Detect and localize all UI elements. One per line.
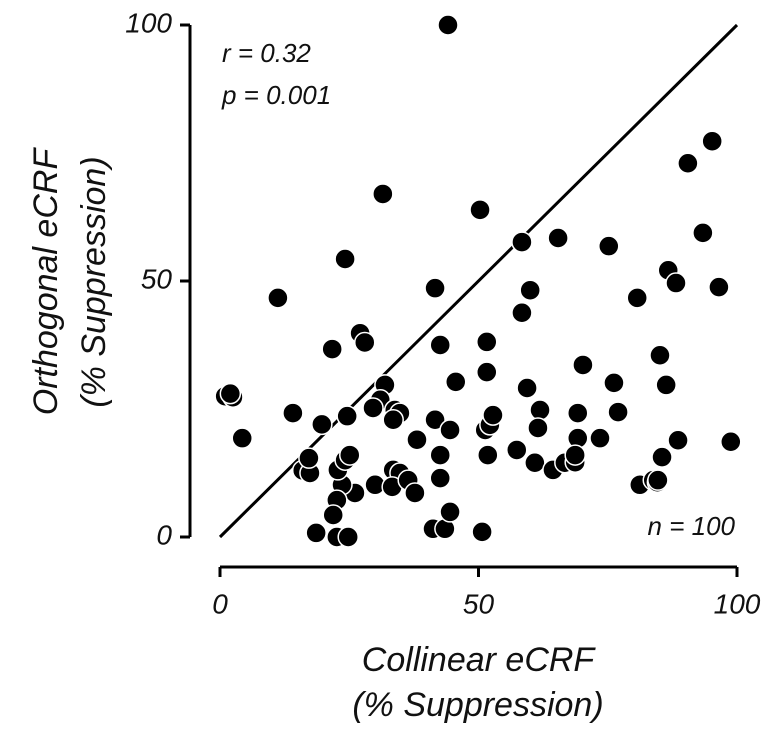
point <box>677 152 699 174</box>
point <box>231 427 253 449</box>
point <box>445 371 467 393</box>
x-tick-label: 50 <box>463 588 495 619</box>
point <box>267 287 289 309</box>
point <box>720 431 742 453</box>
point <box>649 344 671 366</box>
point <box>598 235 620 257</box>
point <box>626 287 648 309</box>
point <box>524 452 546 474</box>
point <box>322 504 344 526</box>
point <box>311 413 333 436</box>
point <box>516 377 538 399</box>
point <box>439 501 461 523</box>
y-axis-label: Orthogonal eCRF <box>27 147 65 416</box>
y-axis-label: (% Suppression) <box>75 156 113 407</box>
point <box>219 382 242 405</box>
point <box>506 439 528 461</box>
point <box>572 354 594 376</box>
point <box>439 419 461 441</box>
point <box>382 409 404 431</box>
point <box>665 272 687 294</box>
x-tick-label: 100 <box>714 588 761 619</box>
annotation: p = 0.001 <box>221 80 331 110</box>
point <box>282 402 304 424</box>
point <box>354 331 376 354</box>
point <box>692 222 714 244</box>
point <box>511 231 533 253</box>
point <box>404 482 426 504</box>
point <box>567 402 589 424</box>
point <box>477 444 499 466</box>
point <box>519 279 541 301</box>
point <box>701 130 723 152</box>
point <box>321 338 343 360</box>
y-tick-label: 0 <box>156 519 172 550</box>
point <box>547 227 569 249</box>
y-tick-label: 50 <box>141 263 173 294</box>
point <box>424 277 446 299</box>
y-tick-label: 100 <box>125 7 172 38</box>
point <box>362 397 384 419</box>
point <box>476 331 498 353</box>
point <box>527 417 549 439</box>
point <box>607 401 629 423</box>
point <box>647 469 669 491</box>
annotation: n = 100 <box>648 511 736 541</box>
point <box>339 444 361 466</box>
point <box>529 399 551 421</box>
point <box>655 374 677 396</box>
point <box>511 301 533 324</box>
point <box>476 361 498 383</box>
annotation: r = 0.32 <box>222 38 311 68</box>
point <box>589 427 611 449</box>
point <box>437 14 459 36</box>
x-axis-label: Collinear eCRF <box>362 641 597 679</box>
point <box>667 429 689 451</box>
point <box>429 444 451 466</box>
point <box>482 404 504 426</box>
point <box>337 526 359 548</box>
point <box>469 199 491 221</box>
point <box>336 405 358 427</box>
point <box>471 521 493 543</box>
point <box>334 248 356 270</box>
point <box>603 372 625 394</box>
x-axis-label: (% Suppression) <box>352 686 603 724</box>
point <box>708 276 730 298</box>
point <box>372 183 394 205</box>
point <box>298 447 320 469</box>
point <box>651 446 673 468</box>
point <box>406 428 428 451</box>
point <box>429 467 451 489</box>
point <box>424 409 446 431</box>
point <box>305 522 327 544</box>
point <box>429 334 451 356</box>
point <box>564 444 586 466</box>
x-tick-label: 0 <box>212 588 228 619</box>
